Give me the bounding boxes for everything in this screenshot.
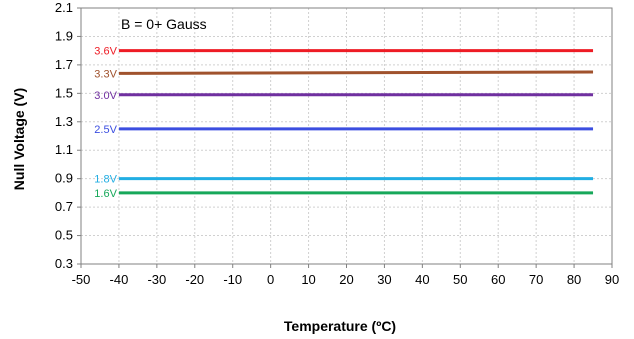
- series-label: 3.0V: [94, 90, 117, 102]
- y-tick-label: 1.9: [55, 28, 73, 43]
- x-tick-label: -10: [223, 272, 242, 287]
- x-tick-label: 0: [267, 272, 274, 287]
- series-label: 1.8V: [94, 174, 117, 186]
- x-tick-label: 80: [567, 272, 581, 287]
- y-tick-label: 2.1: [55, 0, 73, 15]
- y-tick-label: 1.5: [55, 85, 73, 100]
- series-lines: 3.6V 3.3V 3.0V 2.5V 1.8V 1.6V: [94, 46, 594, 200]
- x-tick-label: -50: [72, 272, 91, 287]
- grid-lines: [80, 7, 613, 265]
- x-tick-label: 50: [453, 272, 467, 287]
- y-tick-label: 0.3: [55, 256, 73, 271]
- y-tick-label: 1.3: [55, 114, 73, 129]
- x-tick-label: 40: [415, 272, 429, 287]
- y-tick-label: 0.5: [55, 228, 73, 243]
- x-tick-label: 60: [491, 272, 505, 287]
- x-axis-label: Temperature (ºC): [284, 318, 396, 334]
- x-tick-label: 90: [605, 272, 619, 287]
- x-tick-label: 20: [339, 272, 353, 287]
- x-tick-label: -20: [185, 272, 204, 287]
- series-label: 3.3V: [94, 68, 117, 80]
- y-axis-ticks: 0.3 0.5 0.7 0.9 1.1 1.3 1.5 1.7 1.9 2.1: [55, 0, 81, 271]
- x-axis-ticks: -50 -40 -30 -20 -10 0 10 20 30 40 50 60 70 80 90: [72, 264, 619, 287]
- y-tick-label: 0.9: [55, 171, 73, 186]
- series-line-3.3V: [118, 70, 594, 75]
- y-tick-label: 0.7: [55, 199, 73, 214]
- x-tick-label: 70: [529, 272, 543, 287]
- y-axis-label: Null Voltage (V): [11, 88, 27, 190]
- chart-annotation: B = 0+ Gauss: [121, 16, 207, 32]
- x-tick-label: -30: [147, 272, 166, 287]
- series-label: 3.6V: [94, 46, 117, 58]
- series-label: 1.6V: [94, 188, 117, 200]
- x-tick-label: -40: [110, 272, 129, 287]
- y-tick-label: 1.7: [55, 57, 73, 72]
- series-label: 2.5V: [94, 124, 117, 136]
- y-tick-label: 1.1: [55, 142, 73, 157]
- x-tick-label: 10: [301, 272, 315, 287]
- x-tick-label: 30: [377, 272, 391, 287]
